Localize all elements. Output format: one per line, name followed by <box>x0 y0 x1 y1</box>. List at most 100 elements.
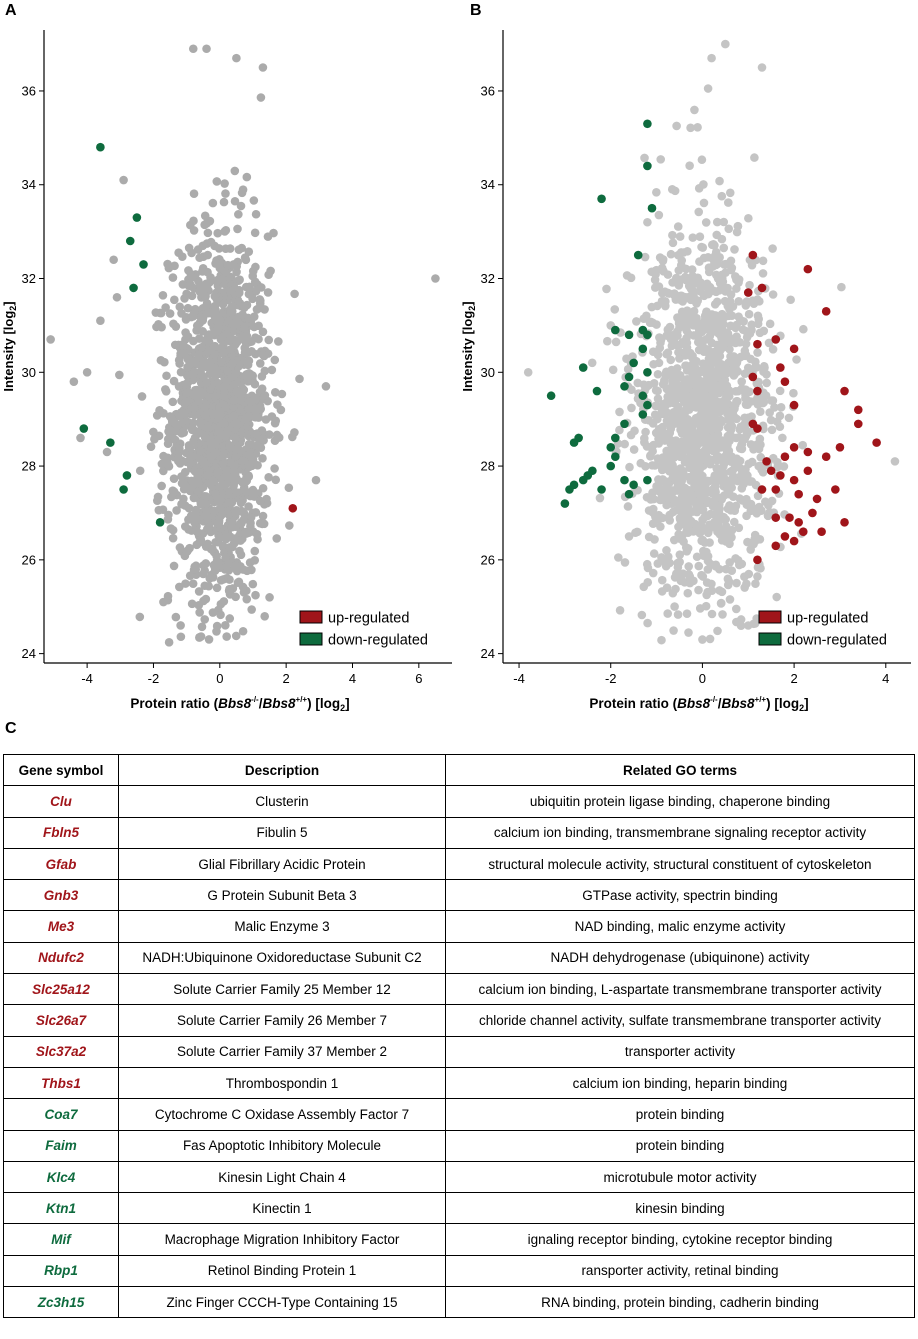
down-regulated-point <box>643 161 652 171</box>
protein-point <box>737 440 747 449</box>
protein-point <box>752 363 761 372</box>
protein-point <box>643 217 652 227</box>
protein-point <box>198 316 208 325</box>
protein-point <box>664 463 673 473</box>
protein-point <box>250 546 260 556</box>
protein-point <box>652 187 661 197</box>
up-regulated-point <box>753 386 762 396</box>
legend-label: down-regulated <box>787 633 887 649</box>
protein-point <box>682 609 692 618</box>
protein-point <box>190 404 199 413</box>
protein-point <box>200 432 210 442</box>
protein-point <box>229 380 239 389</box>
protein-point <box>260 612 270 621</box>
protein-point <box>768 244 777 253</box>
protein-point <box>190 410 199 420</box>
protein-point <box>767 425 777 435</box>
protein-point <box>201 559 211 568</box>
y-tick-label: 30 <box>22 365 36 380</box>
protein-point <box>719 462 728 471</box>
protein-point <box>751 579 760 589</box>
protein-point <box>709 432 719 442</box>
protein-point <box>271 475 281 485</box>
down-regulated-point <box>620 382 629 391</box>
protein-point <box>245 282 254 292</box>
protein-point <box>188 312 198 321</box>
protein-point <box>210 292 220 301</box>
protein-point <box>137 392 147 401</box>
protein-point <box>221 621 230 630</box>
protein-point <box>837 282 846 292</box>
down-regulated-point <box>629 480 638 490</box>
protein-point <box>220 387 229 397</box>
up-regulated-point <box>840 518 849 527</box>
protein-point <box>212 448 221 458</box>
protein-point <box>733 356 742 365</box>
protein-point <box>188 44 198 54</box>
up-regulated-point <box>771 513 781 522</box>
x-label-end: ] <box>804 696 809 711</box>
protein-point <box>668 588 678 598</box>
protein-point <box>221 553 230 563</box>
protein-point <box>678 421 688 431</box>
protein-point <box>176 367 186 377</box>
protein-point <box>679 380 689 390</box>
protein-point <box>640 252 650 262</box>
go-terms-cell: NADH dehydrogenase (ubiquinone) activity <box>445 941 915 975</box>
protein-point <box>200 459 210 469</box>
down-regulated-point <box>565 485 574 494</box>
protein-point <box>730 245 739 254</box>
protein-point <box>255 295 265 304</box>
protein-point <box>711 287 721 297</box>
protein-point <box>632 317 641 326</box>
protein-point <box>231 631 241 641</box>
protein-point <box>681 543 691 552</box>
protein-point <box>193 486 202 496</box>
protein-point <box>705 318 714 328</box>
protein-point <box>663 493 673 503</box>
protein-point <box>685 488 695 498</box>
protein-point <box>667 365 676 375</box>
protein-point <box>229 396 239 405</box>
protein-point <box>640 153 649 163</box>
protein-point <box>221 244 231 253</box>
protein-point <box>209 477 219 486</box>
protein-point <box>157 322 166 332</box>
protein-point <box>197 342 207 352</box>
protein-point <box>699 198 709 208</box>
y-tick-label: 36 <box>22 83 36 98</box>
description-cell: NADH:Ubiquinone Oxidoreductase Subunit C… <box>118 941 446 975</box>
protein-point <box>660 408 670 418</box>
protein-point <box>792 355 801 364</box>
up-regulated-point <box>872 438 881 447</box>
protein-point <box>703 587 712 597</box>
protein-point <box>187 272 197 282</box>
down-regulated-point <box>560 499 570 508</box>
protein-point <box>223 565 233 575</box>
protein-point <box>181 379 191 389</box>
protein-point <box>262 498 272 508</box>
down-regulated-point <box>638 344 648 354</box>
protein-point <box>669 626 678 635</box>
protein-point <box>775 386 785 396</box>
protein-point <box>711 493 720 503</box>
protein-point <box>726 256 736 266</box>
protein-point <box>719 217 729 227</box>
protein-point <box>265 430 274 439</box>
protein-point <box>258 511 268 521</box>
protein-point <box>213 518 222 528</box>
protein-point <box>715 564 724 574</box>
protein-point <box>212 621 222 631</box>
protein-point <box>688 233 698 242</box>
protein-point <box>758 269 768 278</box>
protein-point <box>189 418 198 428</box>
protein-point <box>734 297 744 306</box>
protein-point <box>686 123 695 133</box>
protein-point <box>212 177 222 186</box>
protein-point <box>737 377 747 386</box>
protein-point <box>216 599 226 609</box>
protein-point <box>234 388 244 398</box>
protein-point <box>155 405 164 415</box>
x-axis-label: Protein ratio (Bbs8-/-/Bbs8+/+) [log2] <box>589 695 808 713</box>
protein-point <box>162 455 171 465</box>
